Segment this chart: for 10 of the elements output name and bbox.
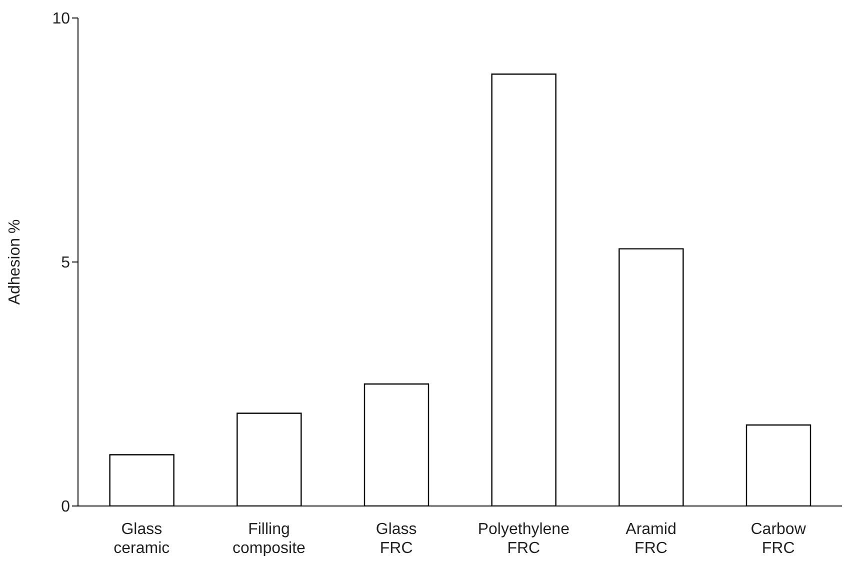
x-tick-label: Glass FRC bbox=[376, 521, 417, 557]
y-tick-label: 10 bbox=[52, 10, 70, 28]
x-tick-label: Filling composite bbox=[232, 521, 306, 557]
y-tick-label: 5 bbox=[61, 254, 70, 272]
x-tick-label: Carbow FRC bbox=[750, 521, 806, 557]
x-tick-label: Polyethylene FRC bbox=[478, 521, 570, 557]
y-axis-title: Adhesion % bbox=[6, 219, 24, 305]
x-tick-label: Glass ceramic bbox=[114, 521, 170, 557]
x-tick-label: Aramid FRC bbox=[626, 521, 676, 557]
y-tick-label: 0 bbox=[61, 498, 70, 516]
